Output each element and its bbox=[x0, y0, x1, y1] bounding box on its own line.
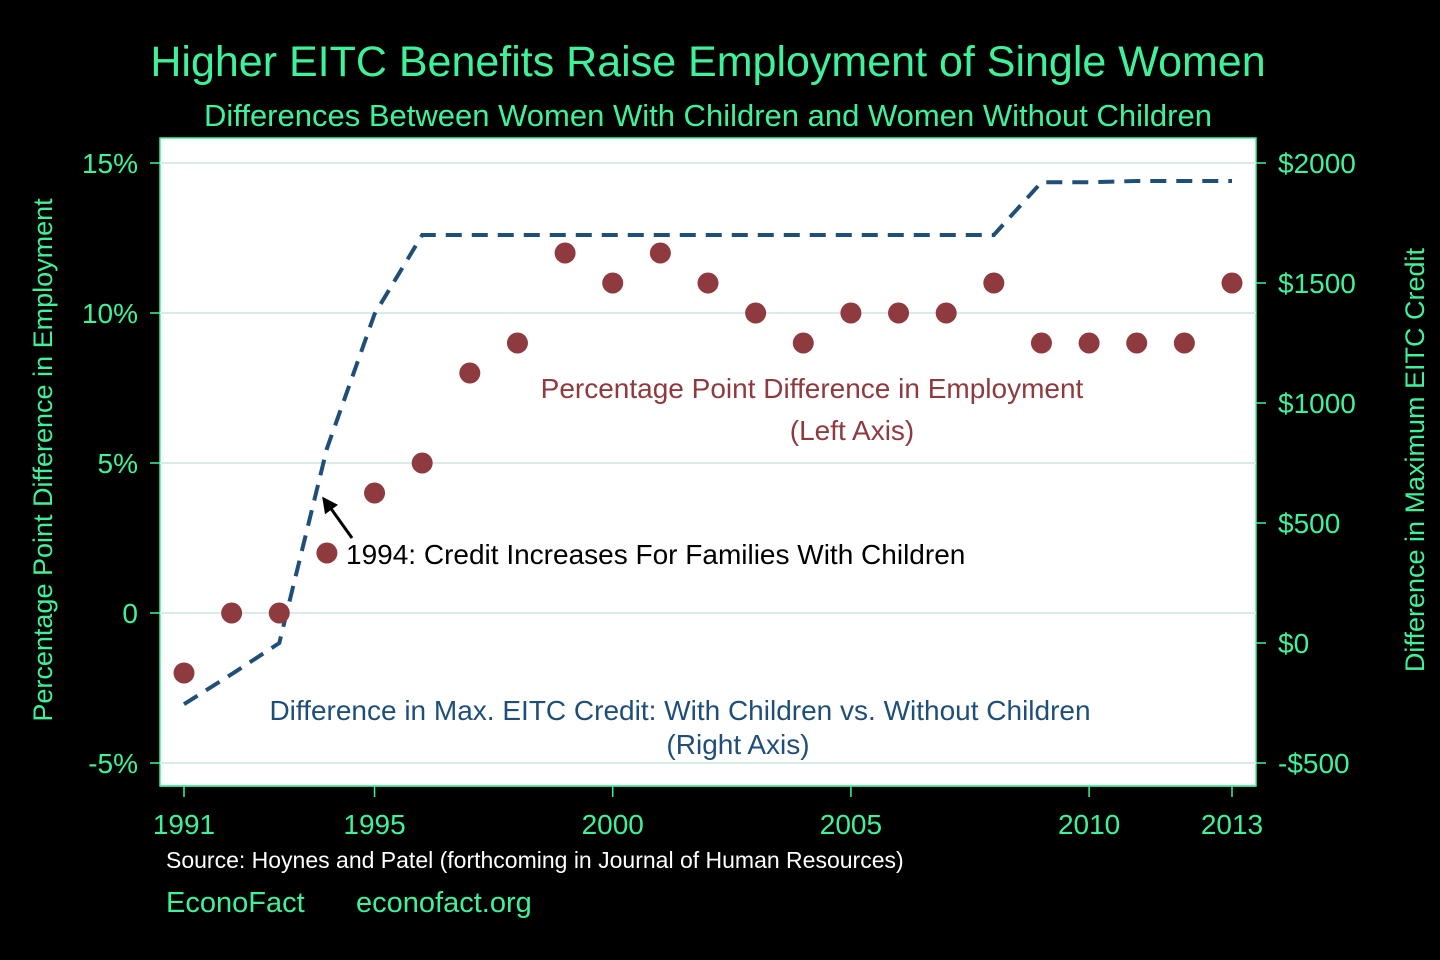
employment-point-1995 bbox=[364, 482, 386, 504]
chart-subtitle: Differences Between Women With Children … bbox=[204, 98, 1212, 133]
right-tick-label-4: $0 bbox=[1278, 628, 1309, 659]
employment-point-2000 bbox=[602, 272, 624, 294]
employment-point-2004 bbox=[792, 332, 814, 354]
left-tick-label-3: 0 bbox=[122, 598, 138, 629]
employment-point-1991 bbox=[173, 662, 195, 684]
left-tick-label-0: 15% bbox=[82, 148, 138, 179]
brand-name: EconoFact bbox=[166, 887, 305, 919]
employment-point-1998 bbox=[506, 332, 528, 354]
right-tick-label-5: -$500 bbox=[1278, 748, 1350, 779]
employment-point-1997 bbox=[459, 362, 481, 384]
employment-point-1992 bbox=[221, 602, 243, 624]
eitc-credit-line bbox=[182, 179, 1232, 706]
x-tick-label-2: 2000 bbox=[582, 809, 644, 840]
left-tick-label-4: -5% bbox=[88, 748, 138, 779]
credit-series-label: Difference in Max. EITC Credit: With Chi… bbox=[269, 695, 1090, 726]
left-y-axis: 15% 10% 5% 0 -5% bbox=[82, 148, 160, 779]
brand-url: econofact.org bbox=[356, 887, 532, 919]
right-axis-label: Difference in Maximum EITC Credit bbox=[1400, 247, 1430, 672]
employment-point-1999 bbox=[554, 242, 576, 264]
employment-point-1996 bbox=[411, 452, 433, 474]
gridlines bbox=[160, 162, 1256, 764]
employment-point-2002 bbox=[697, 272, 719, 294]
source-note: Source: Hoynes and Patel (forthcoming in… bbox=[166, 847, 904, 873]
left-axis-label: Percentage Point Difference in Employmen… bbox=[28, 198, 58, 722]
employment-point-1993 bbox=[268, 602, 290, 624]
employment-point-2006 bbox=[888, 302, 910, 324]
employment-point-2008 bbox=[983, 272, 1005, 294]
right-tick-label-3: $500 bbox=[1278, 508, 1340, 539]
employment-point-2013 bbox=[1221, 272, 1243, 294]
right-tick-label-2: $1000 bbox=[1278, 388, 1356, 419]
employment-point-2011 bbox=[1126, 332, 1148, 354]
employment-point-2003 bbox=[745, 302, 767, 324]
eitc-credit-line-series bbox=[182, 179, 1232, 706]
left-tick-label-1: 10% bbox=[82, 298, 138, 329]
x-tick-label-3: 2005 bbox=[820, 809, 882, 840]
employment-dots-series bbox=[173, 242, 1243, 684]
employment-point-2012 bbox=[1173, 332, 1195, 354]
right-tick-label-0: $2000 bbox=[1278, 148, 1356, 179]
x-axis: 1991 1995 2000 2005 2010 2013 bbox=[153, 785, 1263, 840]
chart-title: Higher EITC Benefits Raise Employment of… bbox=[150, 38, 1265, 86]
employment-point-2010 bbox=[1078, 332, 1100, 354]
x-tick-label-4: 2010 bbox=[1058, 809, 1120, 840]
employment-point-2001 bbox=[649, 242, 671, 264]
employment-point-2005 bbox=[840, 302, 862, 324]
credit-axis-note: (Right Axis) bbox=[666, 729, 809, 760]
employment-point-2009 bbox=[1030, 332, 1052, 354]
x-tick-label-0: 1991 bbox=[153, 809, 215, 840]
right-tick-label-1: $1500 bbox=[1278, 268, 1356, 299]
annotation-arrow-shaft bbox=[326, 503, 354, 539]
employment-point-2007 bbox=[935, 302, 957, 324]
annotation-arrow-head bbox=[322, 496, 338, 515]
x-tick-label-1: 1995 bbox=[343, 809, 405, 840]
employment-point-1994 bbox=[316, 542, 338, 564]
left-tick-label-2: 5% bbox=[98, 448, 138, 479]
x-tick-label-5: 2013 bbox=[1201, 809, 1263, 840]
event-annotation-1994: 1994: Credit Increases For Families With… bbox=[346, 539, 965, 570]
right-y-axis: $2000 $1500 $1000 $500 $0 -$500 bbox=[1256, 148, 1356, 779]
employment-series-label: Percentage Point Difference in Employmen… bbox=[541, 373, 1084, 404]
employment-axis-note: (Left Axis) bbox=[790, 415, 914, 446]
annotation-arrow bbox=[322, 496, 354, 539]
